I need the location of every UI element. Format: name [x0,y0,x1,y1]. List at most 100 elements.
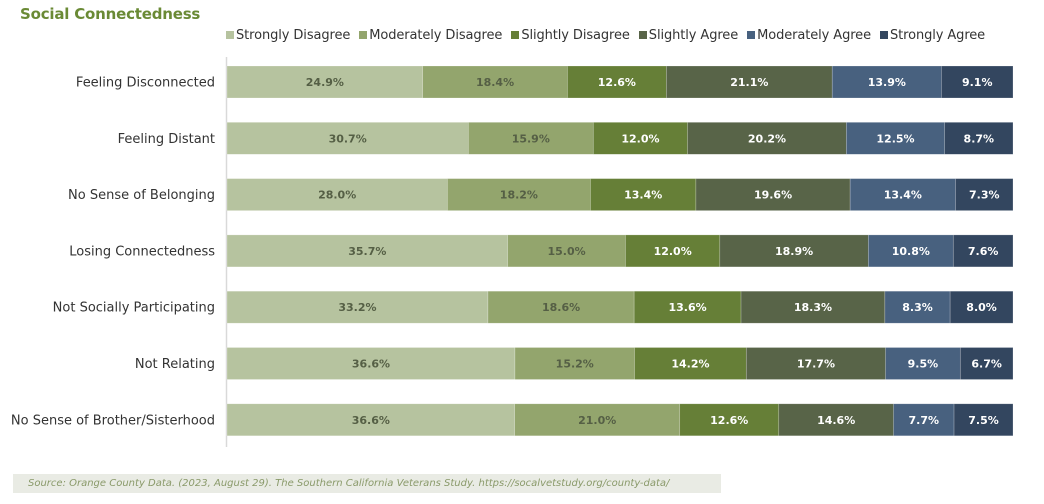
legend-item: Strongly Disagree [226,28,350,43]
bar-segment [885,347,961,380]
data-label: 14.6% [817,414,855,427]
bar-segment [514,403,681,437]
chart-plot-area: Feeling Disconnected 24.9% 18.4% 12.6% 21.1%… [11,57,1014,447]
bar-segment [592,122,688,155]
chart-legend: Strongly Disagree Moderately Disagree Slig… [226,26,994,44]
data-label: 20.2% [748,132,786,145]
data-label: 24.9% [306,76,344,89]
bar-segment [740,290,886,324]
data-label: 12.5% [876,132,914,145]
category-label: Feeling Disconnected [76,76,215,91]
data-label: 19.6% [754,189,792,202]
bar-segment [778,403,894,437]
bar-segment [226,347,516,380]
bar-segment [719,234,869,268]
data-label: 21.0% [578,414,616,427]
legend-label: Strongly Disagree [236,27,351,43]
data-label: 13.9% [868,76,906,89]
data-label: 7.7% [909,414,940,427]
data-label: 36.6% [352,414,390,427]
legend-item: Slightly Disagree [511,27,630,43]
data-label: 14.2% [671,358,709,371]
bar-segment [944,122,1014,155]
bar-segment [846,122,945,155]
category-label: No Sense of Belonging [68,188,215,203]
bar-segment [831,65,942,99]
data-label: 13.6% [669,301,707,314]
data-label: 7.5% [968,414,999,427]
data-label: 8.0% [966,301,997,314]
data-label: 8.3% [902,301,933,314]
source-footnote: Source: Orange County Data. (2023, Augus… [13,474,721,493]
legend-swatch [359,31,368,39]
data-label: 7.6% [968,245,999,258]
data-label: 18.9% [775,245,813,258]
data-label: 9.5% [908,358,939,371]
data-label: 30.7% [329,132,367,145]
data-label: 21.1% [730,76,768,89]
bar-segment [625,234,721,268]
bar-segment [514,347,635,380]
data-label: 35.7% [348,245,386,258]
legend-swatch [511,31,520,39]
data-label: 8.7% [964,132,995,145]
legend-label: Strongly Agree [889,27,986,43]
data-label: 18.6% [542,301,580,314]
bar-segment [226,290,489,324]
data-label: 12.0% [621,132,659,145]
legend-item: Strongly Agree [879,27,986,43]
bar-segment [884,290,951,324]
data-label: 7.3% [969,189,1000,202]
data-label: 15.2% [556,358,594,371]
data-label: 15.0% [547,245,585,258]
bar-segment [941,65,1014,99]
bar-segment [952,234,1014,268]
data-label: 17.7% [797,358,835,371]
data-label: 12.6% [710,414,748,427]
data-label: 12.0% [654,245,692,258]
data-label: 10.8% [892,245,930,258]
legend-label: Moderately Agree [757,27,871,43]
data-label: 13.4% [884,189,922,202]
legend-label: Slightly Disagree [521,27,630,43]
bar-segment [226,122,469,155]
data-label: 9.1% [962,76,993,89]
data-label: 18.3% [794,301,832,314]
category-label: Feeling Distant [118,132,215,147]
category-label: Not Relating [135,357,215,372]
bar-segment [633,290,742,324]
data-label: 15.9% [512,132,550,145]
bar-segment [953,403,1014,437]
legend-swatch [747,31,756,39]
chart-title: Social Connectedness [20,5,201,23]
legend-item: Moderately Agree [747,28,871,43]
bar-segment [687,122,847,155]
data-label: 6.7% [971,358,1002,371]
data-label: 18.4% [476,76,514,89]
legend-item: Slightly Agree [638,27,739,43]
bar-segment [959,347,1014,380]
bar-segment [893,403,955,437]
legend-label: Slightly Agree [648,27,739,43]
bar-segment [955,178,1014,211]
data-label: 36.6% [352,358,390,371]
bar-segment [634,347,747,380]
bar-segment [468,122,594,155]
data-label: 33.2% [338,301,376,314]
bar-segment [226,234,508,268]
legend-item: Moderately Disagree [359,28,502,43]
legend-label: Moderately Disagree [369,27,503,43]
data-label: 28.0% [318,189,356,202]
bar-segment [590,178,697,211]
data-label: 18.2% [500,189,538,202]
bar-segment [949,290,1014,324]
bar-segment [487,290,635,324]
legend-swatch [226,31,234,39]
bar-segment [422,65,568,99]
category-label: No Sense of Brother/Sisterhood [11,413,215,428]
bar-segment [745,347,886,380]
legend-swatch [879,31,888,39]
bar-segment [695,178,851,211]
legend-swatch [638,31,647,39]
bar-segment [679,403,780,437]
